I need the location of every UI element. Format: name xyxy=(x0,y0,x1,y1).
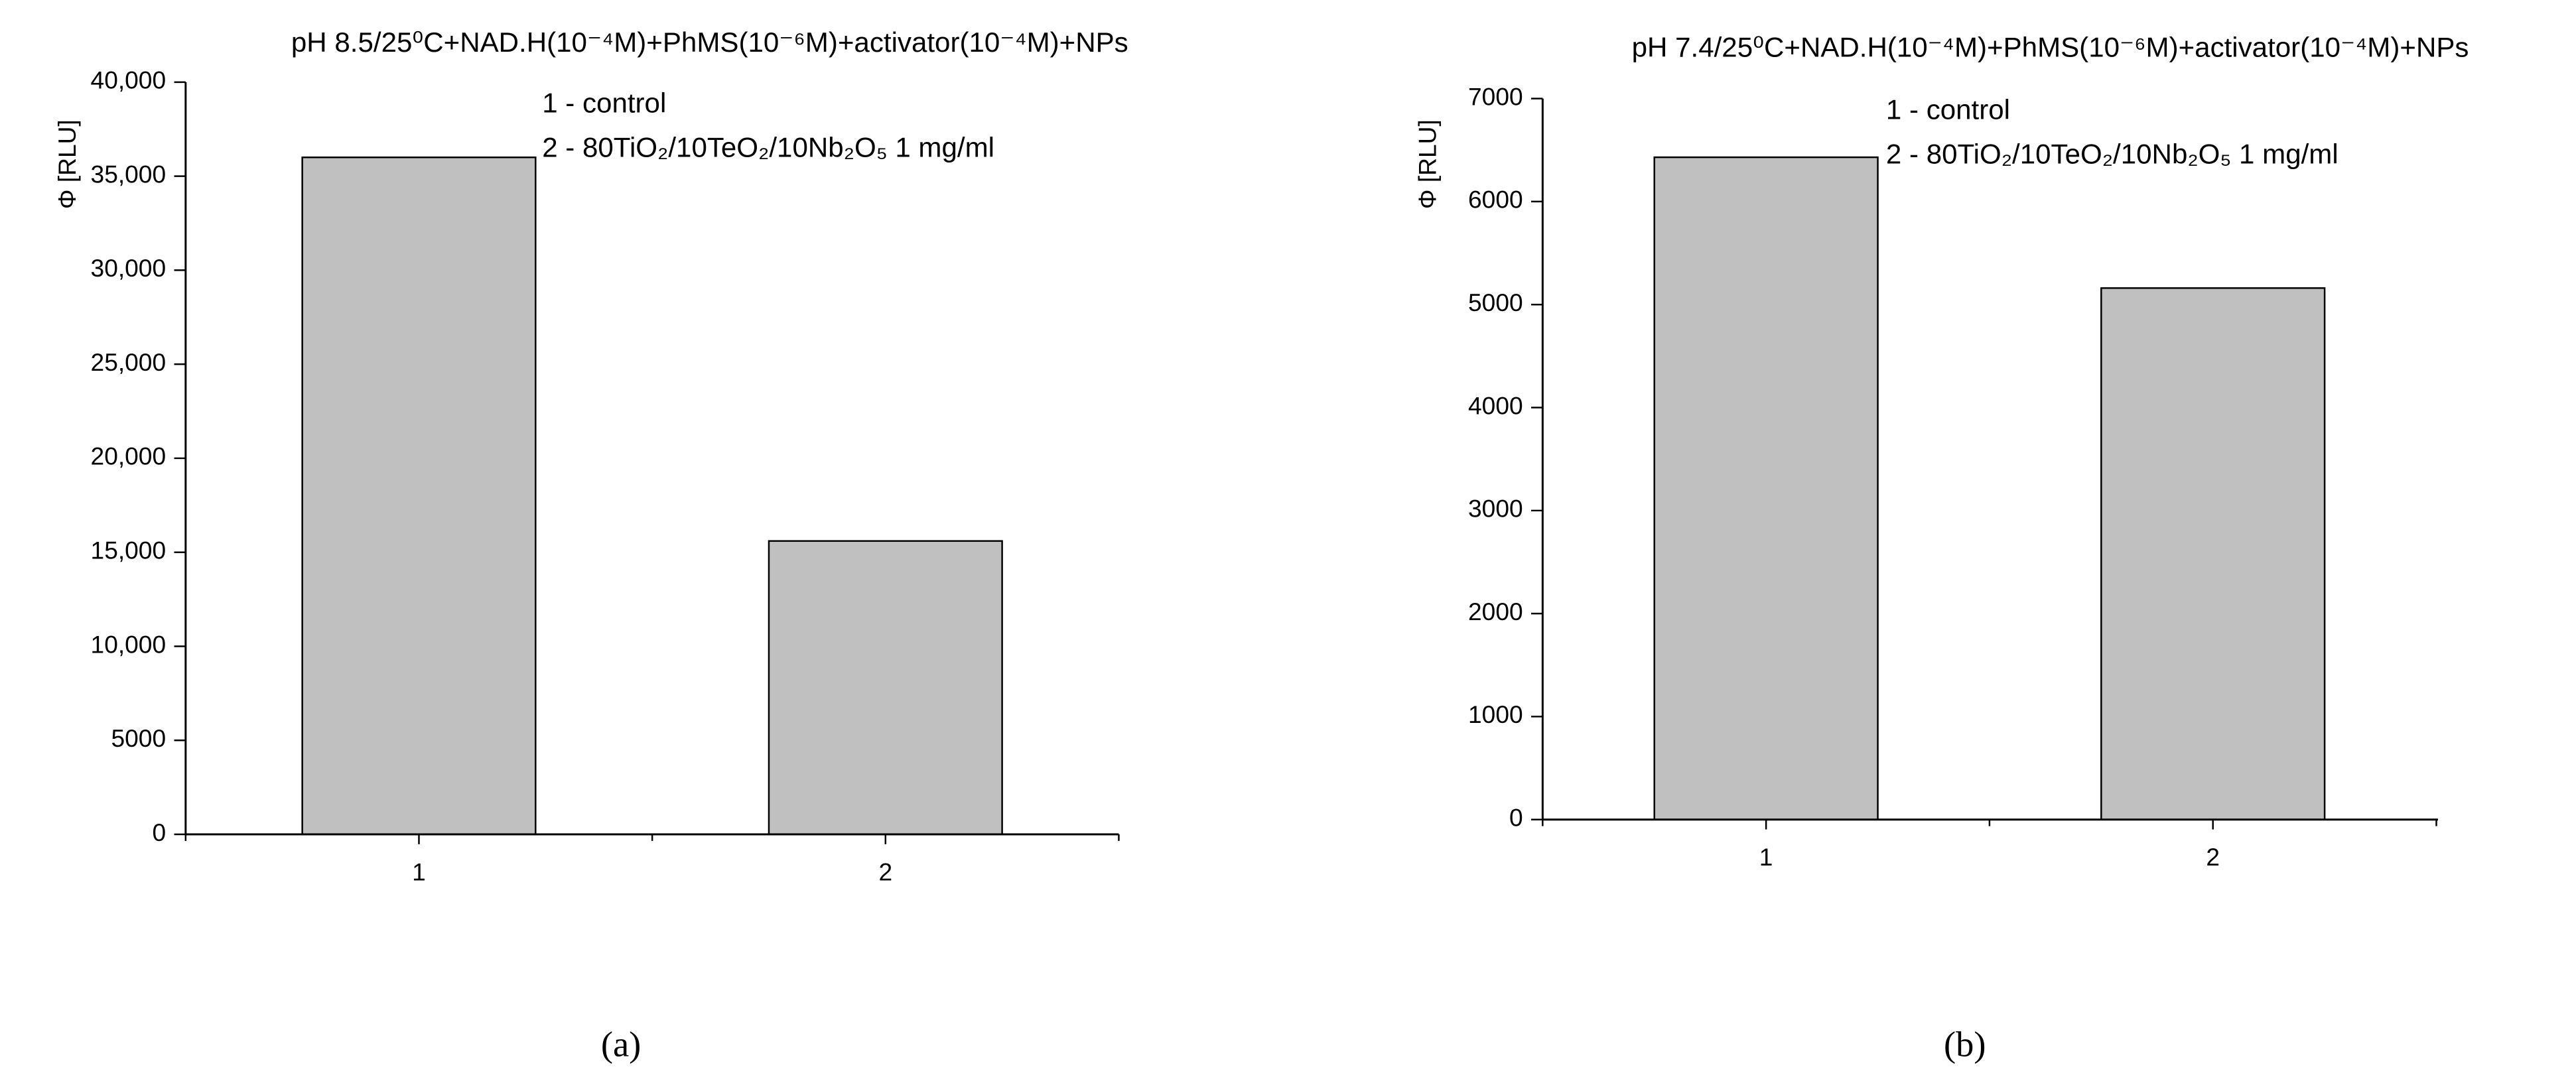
bar xyxy=(1653,156,1879,820)
y-tick-label: 20,000 xyxy=(91,442,167,470)
y-tick-label: 5000 xyxy=(1468,289,1523,316)
y-tick-label: 5000 xyxy=(111,724,167,752)
bar xyxy=(2100,287,2326,820)
y-tick-label: 10,000 xyxy=(91,630,167,658)
y-axis-label: Φ [RLU] xyxy=(53,119,81,209)
y-tick-label: 3000 xyxy=(1468,495,1523,523)
y-tick-label: 6000 xyxy=(1468,186,1523,214)
x-tick-label: 2 xyxy=(878,858,892,885)
legend-entry: 2 - 80TiO₂/10TeO₂/10Nb₂O₅ 1 mg/ml xyxy=(542,131,994,162)
bar xyxy=(301,157,537,836)
y-tick-label: 25,000 xyxy=(91,348,167,376)
legend-entry: 1 - control xyxy=(542,88,666,119)
y-tick-label: 2000 xyxy=(1468,598,1523,625)
bar xyxy=(768,540,1003,836)
y-tick-label: 30,000 xyxy=(91,254,167,282)
y-tick-label: 35,000 xyxy=(91,160,167,188)
y-tick-label: 15,000 xyxy=(91,537,167,564)
x-tick-label: 1 xyxy=(412,858,426,885)
chart-title: pH 7.4/25⁰C+NAD.H(10⁻⁴M)+PhMS(10⁻⁶M)+act… xyxy=(1632,31,2469,62)
y-tick-label: 7000 xyxy=(1468,82,1523,110)
y-tick-label: 0 xyxy=(152,818,166,846)
x-tick-label: 2 xyxy=(2206,843,2220,871)
y-axis-label: Φ [RLU] xyxy=(1413,119,1441,209)
x-tick-label: 1 xyxy=(1759,843,1773,871)
y-tick-label: 1000 xyxy=(1468,700,1523,728)
chart-title: pH 8.5/25⁰C+NAD.H(10⁻⁴M)+PhMS(10⁻⁶M)+act… xyxy=(291,27,1128,58)
y-tick-label: 0 xyxy=(1509,804,1523,832)
panel-label: (b) xyxy=(1944,1023,1986,1064)
legend-entry: 2 - 80TiO₂/10TeO₂/10Nb₂O₅ 1 mg/ml xyxy=(1886,138,2339,169)
legend-entry: 1 - control xyxy=(1886,94,2010,125)
y-tick-label: 40,000 xyxy=(91,66,167,94)
panel-label: (a) xyxy=(601,1023,641,1064)
y-tick-label: 4000 xyxy=(1468,391,1523,419)
